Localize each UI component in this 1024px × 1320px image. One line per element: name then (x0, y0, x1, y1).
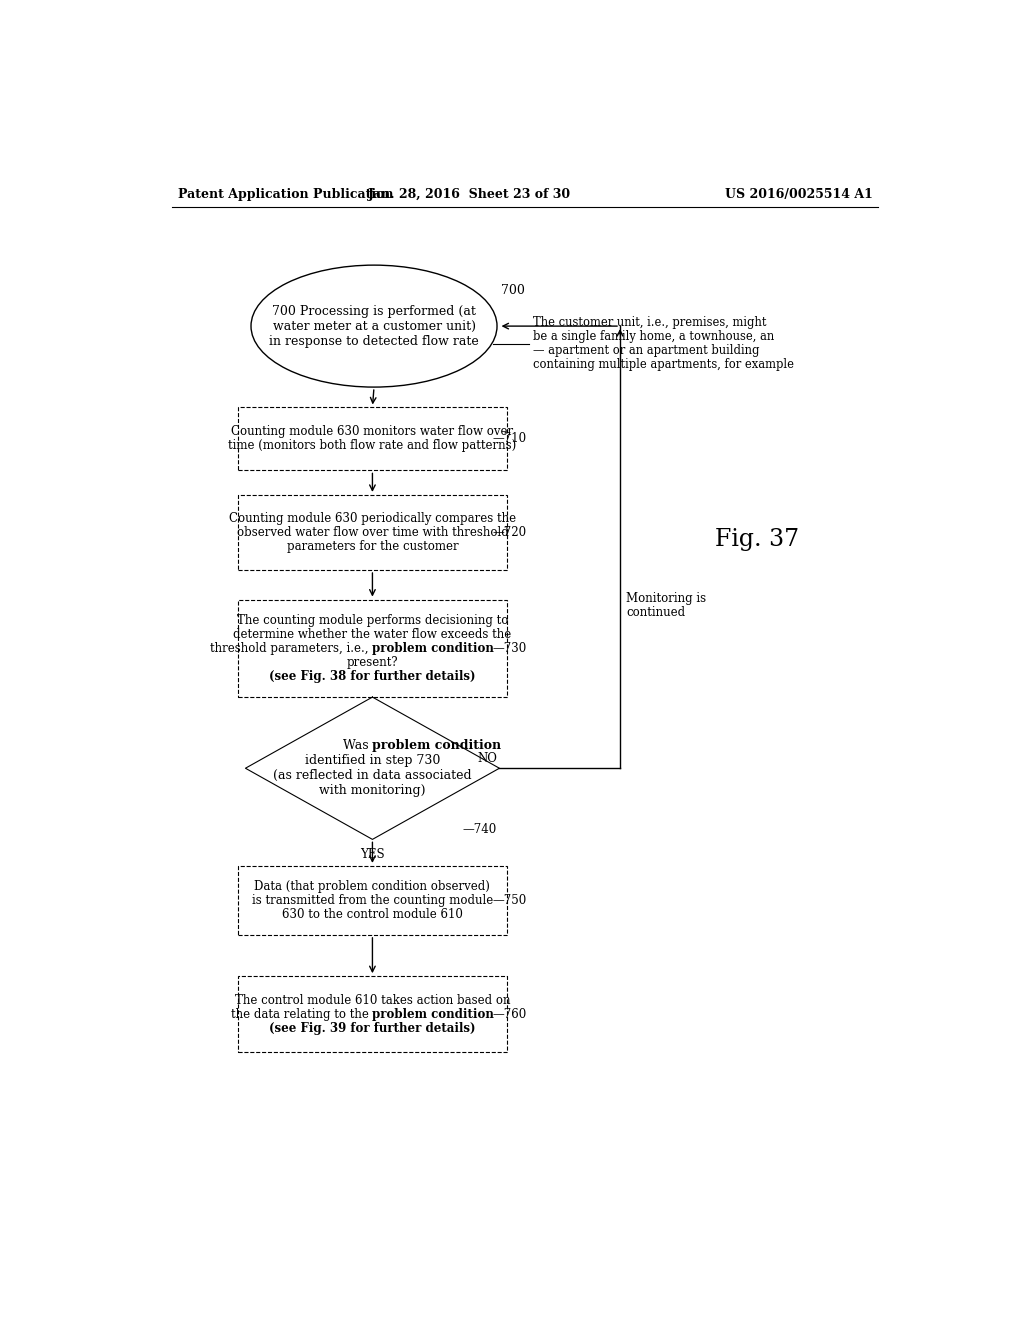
Text: be a single family home, a townhouse, an: be a single family home, a townhouse, an (532, 330, 774, 343)
Text: —720: —720 (493, 525, 526, 539)
Text: threshold parameters, i.e.,: threshold parameters, i.e., (210, 642, 373, 655)
Text: The counting module performs decisioning to: The counting module performs decisioning… (237, 614, 508, 627)
Text: parameters for the customer: parameters for the customer (287, 540, 459, 553)
Text: with monitoring): with monitoring) (319, 784, 426, 797)
Text: —750: —750 (493, 894, 526, 907)
Text: The customer unit, i.e., premises, might: The customer unit, i.e., premises, might (532, 317, 766, 329)
Text: (as reflected in data associated: (as reflected in data associated (273, 770, 472, 783)
Text: problem condition: problem condition (373, 1007, 495, 1020)
Text: the data relating to the: the data relating to the (230, 1007, 373, 1020)
Text: Patent Application Publication: Patent Application Publication (178, 189, 393, 202)
Text: Fig. 37: Fig. 37 (715, 528, 800, 550)
Text: continued: continued (627, 606, 685, 619)
Text: NO: NO (477, 751, 497, 764)
Text: Was: Was (343, 739, 373, 752)
Text: —710: —710 (493, 433, 526, 445)
Text: US 2016/0025514 A1: US 2016/0025514 A1 (725, 189, 872, 202)
Text: Data (that problem condition observed): Data (that problem condition observed) (255, 880, 490, 892)
Text: —740: —740 (463, 822, 497, 836)
Text: Monitoring is: Monitoring is (627, 593, 707, 605)
Text: Jan. 28, 2016  Sheet 23 of 30: Jan. 28, 2016 Sheet 23 of 30 (368, 189, 570, 202)
Text: problem condition: problem condition (373, 739, 502, 752)
Text: in response to detected flow rate: in response to detected flow rate (269, 334, 479, 347)
Text: 700 Processing is performed (at: 700 Processing is performed (at (272, 305, 476, 318)
Text: water meter at a customer unit): water meter at a customer unit) (272, 319, 475, 333)
Text: 630 to the control module 610: 630 to the control module 610 (282, 908, 463, 921)
Text: The control module 610 takes action based on: The control module 610 takes action base… (234, 994, 510, 1007)
Text: —730: —730 (493, 642, 526, 655)
Text: —760: —760 (493, 1007, 526, 1020)
Text: observed water flow over time with threshold: observed water flow over time with thres… (237, 525, 508, 539)
Text: Counting module 630 monitors water flow over: Counting module 630 monitors water flow … (231, 425, 513, 438)
Text: time (monitors both flow rate and flow patterns): time (monitors both flow rate and flow p… (228, 440, 516, 453)
Text: 700: 700 (501, 284, 525, 297)
Text: (see Fig. 38 for further details): (see Fig. 38 for further details) (269, 671, 476, 682)
Text: problem condition: problem condition (373, 642, 495, 655)
Text: Counting module 630 periodically compares the: Counting module 630 periodically compare… (229, 512, 516, 525)
Text: present?: present? (346, 656, 398, 669)
Text: is transmitted from the counting module: is transmitted from the counting module (252, 894, 493, 907)
Text: — apartment or an apartment building: — apartment or an apartment building (532, 343, 759, 356)
Text: (see Fig. 39 for further details): (see Fig. 39 for further details) (269, 1022, 476, 1035)
Text: YES: YES (360, 847, 385, 861)
Text: containing multiple apartments, for example: containing multiple apartments, for exam… (532, 358, 794, 371)
Text: identified in step 730: identified in step 730 (305, 754, 440, 767)
Text: determine whether the water flow exceeds the: determine whether the water flow exceeds… (233, 628, 512, 640)
